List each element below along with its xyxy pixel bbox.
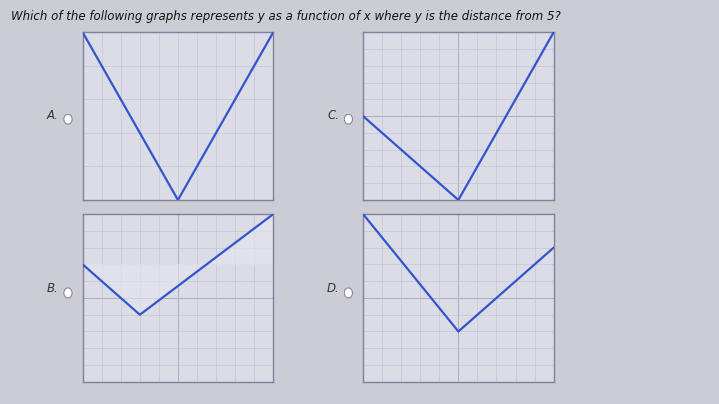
- Text: D.: D.: [327, 282, 340, 295]
- Circle shape: [344, 288, 352, 298]
- Circle shape: [64, 114, 72, 124]
- Text: Which of the following graphs represents y as a function of x where y is the dis: Which of the following graphs represents…: [11, 10, 561, 23]
- Polygon shape: [83, 214, 273, 315]
- Text: B.: B.: [47, 282, 58, 295]
- Circle shape: [344, 114, 352, 124]
- Circle shape: [64, 288, 72, 298]
- Text: A.: A.: [47, 109, 59, 122]
- Text: C.: C.: [327, 109, 339, 122]
